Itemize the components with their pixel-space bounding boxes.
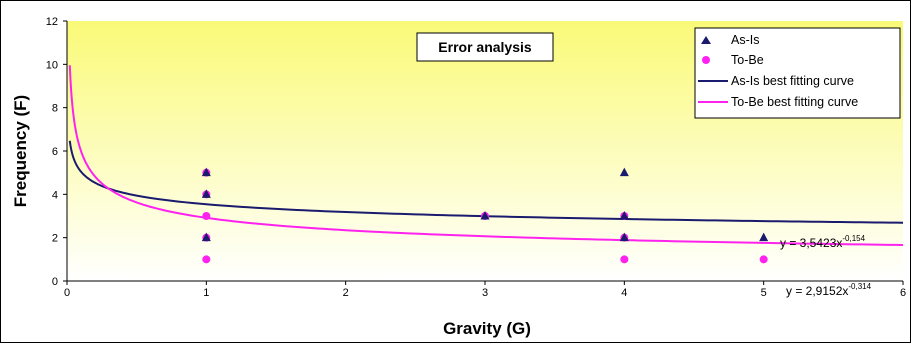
legend-label-to-be: To-Be — [731, 53, 764, 67]
x-tick-label: 6 — [900, 287, 906, 299]
chart-title-box: Error analysis — [417, 33, 553, 61]
x-tick-label: 2 — [343, 287, 349, 299]
y-tick-label: 10 — [46, 59, 58, 71]
y-tick-label: 6 — [52, 146, 58, 158]
equation-as-is-exponent: -0,154 — [842, 234, 865, 243]
y-tick-label: 2 — [52, 233, 58, 245]
legend-label-to-be-curve: To-Be best fitting curve — [731, 95, 858, 109]
legend-label-as-is-curve: As-Is best fitting curve — [731, 74, 854, 88]
equation-as-is-base: y = 3,5423x — [780, 236, 842, 250]
to-be-point — [202, 255, 210, 263]
to-be-point — [760, 255, 768, 263]
y-tick-label: 4 — [52, 189, 58, 201]
y-tick-label: 0 — [52, 276, 58, 288]
legend: As-Is To-Be As-Is best fitting curve To-… — [695, 28, 900, 118]
y-axis-title: Frequency (F) — [11, 95, 30, 207]
x-tick-label: 4 — [621, 287, 627, 299]
y-tick-label: 12 — [46, 16, 58, 28]
x-tick-label: 1 — [203, 287, 209, 299]
equation-to-be-base: y = 2,9152x — [786, 284, 848, 298]
legend-marker-to-be — [702, 56, 710, 64]
to-be-point — [620, 255, 628, 263]
x-tick-label: 3 — [482, 287, 488, 299]
y-tick-label: 8 — [52, 103, 58, 115]
x-tick-label: 0 — [64, 287, 70, 299]
equation-to-be-exponent: -0,314 — [848, 282, 871, 291]
to-be-point — [202, 212, 210, 220]
legend-label-as-is: As-Is — [731, 33, 759, 47]
x-tick-label: 5 — [761, 287, 767, 299]
chart-title: Error analysis — [438, 39, 532, 55]
x-axis-title: Gravity (G) — [443, 319, 531, 338]
equation-to-be: y = 2,9152x-0,314 — [786, 282, 872, 298]
